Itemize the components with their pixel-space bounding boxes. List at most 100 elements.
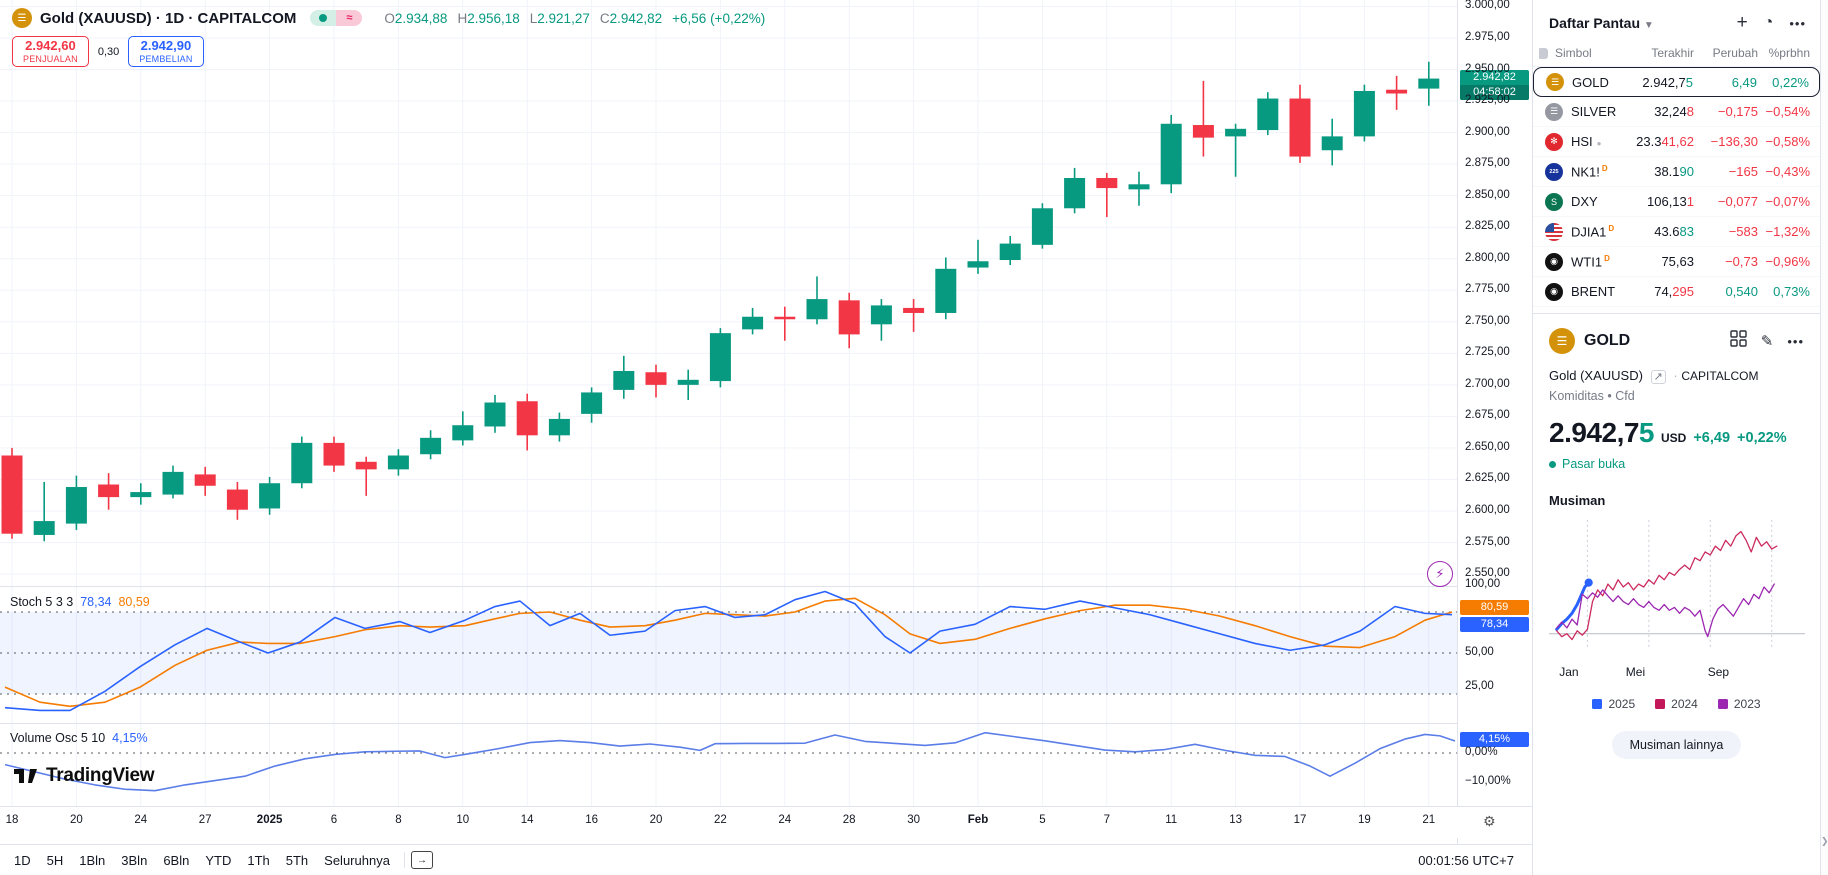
candle-5[interactable] [162,471,184,495]
candle-42[interactable] [1353,90,1375,137]
approx-data-icon[interactable]: ≈ [336,10,363,26]
column-pct[interactable]: %prbhn [1768,46,1810,60]
candle-6[interactable] [194,474,216,486]
range-3bln[interactable]: 3Bln [121,852,148,868]
candle-16[interactable] [516,401,538,436]
volume-osc-label[interactable]: Volume Osc 5 10 4,15% [10,731,148,745]
candle-32[interactable] [1031,208,1053,245]
candle-24[interactable] [774,316,796,320]
candle-23[interactable] [742,316,764,330]
market-open-dot-icon[interactable] [310,10,337,26]
candle-3[interactable] [98,484,120,498]
candle-14[interactable] [452,425,474,441]
candle-36[interactable] [1160,123,1182,185]
candle-2[interactable] [65,487,87,524]
pane-separator[interactable] [0,586,1532,587]
candle-29[interactable] [935,268,957,313]
external-link-icon[interactable]: ↗ [1650,370,1666,384]
candle-13[interactable] [420,437,442,455]
candle-28[interactable] [903,307,925,313]
range-6bln[interactable]: 6Bln [163,852,190,868]
collapsed-side-toolbar[interactable]: ❯ [1820,0,1828,875]
range-1th[interactable]: 1Th [247,852,270,868]
watchlist-title-dropdown[interactable]: Daftar Pantau ▼ [1549,15,1654,31]
expand-chevron-icon[interactable]: ❯ [1821,836,1828,846]
candle-31[interactable] [999,243,1021,260]
watchlist-row-HSI[interactable]: ✻ HSI ● 23.341,62 −136,30 −0,58% [1533,127,1820,157]
legend-2023[interactable]: 2023 [1717,697,1761,711]
more-seasonals-button[interactable]: Musiman lainnya [1611,731,1742,759]
candle-4[interactable] [130,492,152,498]
column-change[interactable]: Perubah [1712,46,1758,60]
symbol-title[interactable]: Gold (XAUUSD) · 1D · CAPITALCOM [40,9,297,27]
price-axis[interactable]: 2.942,82 04:58:02 80,59 78,34 4,15% 3.00… [1457,0,1532,845]
candle-38[interactable] [1225,128,1247,137]
candle-15[interactable] [484,402,506,427]
date-axis[interactable]: ⚙ 18 20 24 27 2025 6 8 10 14 16 20 22 24 28 30 Feb 5 7 11 1… [0,806,1532,838]
candle-19[interactable] [613,370,635,390]
sell-button[interactable]: 2.942,60 PENJUALAN [12,36,89,68]
heatmap-pie-icon[interactable]: ◔ [1763,14,1774,31]
candle-43[interactable] [1386,89,1408,94]
candle-9[interactable] [291,442,313,484]
flash-boost-icon[interactable]: ⚡ [1427,561,1453,587]
candle-0[interactable] [1,455,23,534]
range-ytd[interactable]: YTD [205,852,232,868]
candle-8[interactable] [259,483,281,509]
watchlist-row-DXY[interactable]: S DXY 106,131 −0,077 −0,07% [1533,187,1820,217]
candle-34[interactable] [1096,178,1118,189]
candle-20[interactable] [645,372,667,385]
pane-separator[interactable] [0,723,1532,724]
candle-11[interactable] [355,461,377,470]
flag-column-icon[interactable] [1539,47,1548,59]
column-last[interactable]: Terakhir [1651,46,1694,60]
watchlist-row-GOLD[interactable]: ☰ GOLD 2.942,75 6,49 0,22% [1533,67,1820,97]
candle-25[interactable] [806,299,828,320]
candle-30[interactable] [967,261,989,268]
candle-22[interactable] [709,333,731,382]
go-to-date-icon[interactable]: → [410,851,433,869]
candle-39[interactable] [1257,98,1279,131]
range-1d[interactable]: 1D [14,852,31,868]
candle-27[interactable] [870,305,892,325]
stoch-indicator-label[interactable]: Stoch 5 3 3 78,34 80,59 [10,595,150,609]
clock-utc[interactable]: 00:01:56 UTC+7 [1418,852,1514,868]
candle-26[interactable] [838,300,860,335]
tradingview-logo[interactable]: TradingView [14,765,155,787]
range-seluruhnya[interactable]: Seluruhnya [324,852,390,868]
watchlist-row-NK1![interactable]: 225 NK1! D 38.190 −165 −0,43% [1533,157,1820,187]
legend-2025[interactable]: 2025 [1592,697,1635,711]
candle-17[interactable] [548,418,570,436]
add-symbol-icon[interactable]: + [1736,12,1748,33]
column-symbol[interactable]: Simbol [1555,46,1592,60]
candle-44[interactable] [1418,78,1440,89]
legend-2024[interactable]: 2024 [1655,697,1698,711]
edit-note-icon[interactable]: ✎ [1760,333,1774,350]
watchlist-more-icon[interactable]: ••• [1789,15,1806,31]
candlestick-chart[interactable] [0,0,1457,845]
candle-10[interactable] [323,442,345,466]
watchlist-row-DJIA1[interactable]: DJIA1 D 43.683 −583 −1,32% [1533,217,1820,247]
watchlist-row-BRENT[interactable]: ◉ BRENT 74,295 0,540 0,73% [1533,277,1820,307]
candle-41[interactable] [1321,136,1343,151]
candle-7[interactable] [226,489,248,510]
candle-1[interactable] [33,521,55,535]
detail-name[interactable]: Gold (XAUUSD) [1549,368,1643,383]
buy-button[interactable]: 2.942,90 PEMBELIAN [128,36,204,68]
grid-layout-icon[interactable] [1730,330,1747,352]
candle-18[interactable] [581,392,603,414]
axis-settings-gear-icon[interactable]: ⚙ [1483,813,1496,829]
candle-21[interactable] [677,379,699,385]
candle-35[interactable] [1128,184,1150,190]
seasonal-chart[interactable] [1549,514,1805,660]
watchlist-row-WTI1[interactable]: ◉ WTI1 D 75,63 −0,73 −0,96% [1533,247,1820,277]
candle-37[interactable] [1192,125,1214,138]
candle-33[interactable] [1064,178,1086,209]
range-5th[interactable]: 5Th [285,852,309,868]
range-1bln[interactable]: 1Bln [79,852,106,868]
watchlist-column-headers[interactable]: Simbol Terakhir Perubah %prbhn [1533,42,1820,67]
detail-more-icon[interactable]: ••• [1787,333,1804,349]
candle-40[interactable] [1289,98,1311,157]
detail-symbol[interactable]: GOLD [1584,332,1631,349]
candle-12[interactable] [387,455,409,470]
